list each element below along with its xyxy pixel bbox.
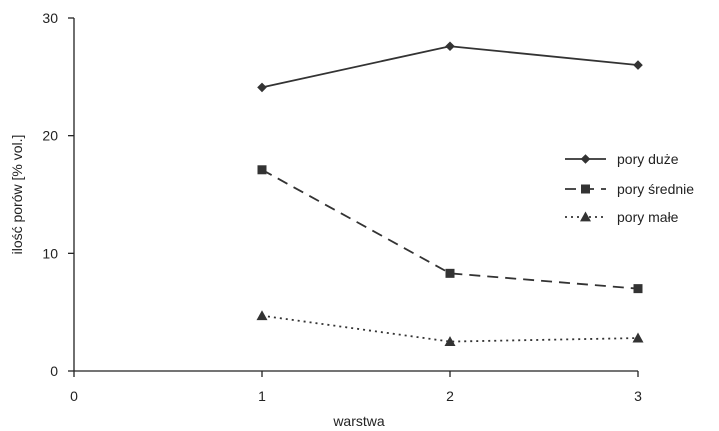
y-tick-label: 10 xyxy=(42,245,58,261)
x-tick-label: 2 xyxy=(446,388,454,404)
data-point xyxy=(633,284,643,294)
series-2 xyxy=(257,165,643,294)
legend: pory duże pory średnie pory małe xyxy=(565,151,694,225)
series-3 xyxy=(256,310,644,346)
data-point xyxy=(257,82,267,93)
series-layer xyxy=(256,41,644,346)
series-line xyxy=(261,45,639,89)
y-tick-label: 30 xyxy=(42,10,58,26)
legend-item: pory małe xyxy=(565,209,679,225)
y-axis-title: ilość porów [% vol.] xyxy=(9,135,25,255)
legend-item: pory duże xyxy=(565,151,679,167)
data-point xyxy=(257,165,267,175)
data-point xyxy=(445,268,455,278)
x-tick-label: 3 xyxy=(634,388,642,404)
legend-label: pory średnie xyxy=(617,181,694,197)
legend-marker xyxy=(581,184,590,194)
y-ticks: 0 10 20 30 xyxy=(42,10,74,379)
x-ticks: 0 1 2 3 xyxy=(70,371,642,404)
legend-label: pory duże xyxy=(617,151,679,167)
data-point xyxy=(632,332,644,343)
x-axis-title: warstwa xyxy=(332,413,385,429)
y-tick-label: 20 xyxy=(42,128,58,144)
data-point xyxy=(445,41,455,52)
legend-marker xyxy=(580,211,591,222)
series-1 xyxy=(257,41,643,93)
axes xyxy=(73,18,638,372)
legend-marker xyxy=(580,154,591,164)
y-tick-label: 0 xyxy=(50,363,58,379)
data-point xyxy=(633,60,643,70)
legend-item: pory średnie xyxy=(565,181,694,197)
x-tick-label: 1 xyxy=(258,388,266,404)
legend-label: pory małe xyxy=(617,209,679,225)
data-point xyxy=(256,310,268,321)
x-tick-label: 0 xyxy=(70,388,78,404)
data-point xyxy=(444,336,456,346)
